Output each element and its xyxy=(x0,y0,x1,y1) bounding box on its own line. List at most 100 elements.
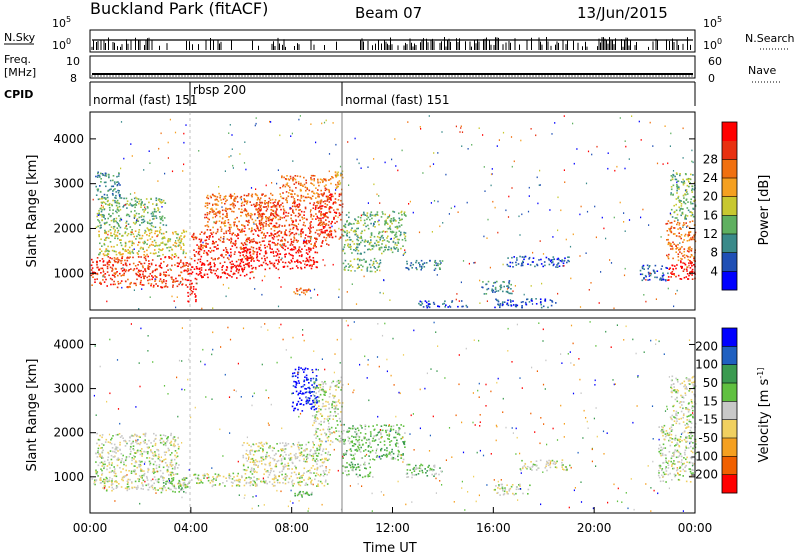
velocity-echo-region xyxy=(405,463,443,479)
nsearch-tick-bottom: 100 xyxy=(703,37,722,52)
nsky-tick-bottom: 100 xyxy=(52,37,71,52)
power-echo-region xyxy=(418,300,469,309)
power-echo-region xyxy=(254,201,331,248)
velocity-ylabel: Slant Range [km] xyxy=(25,359,40,472)
power-colorbar-swatch xyxy=(722,178,737,197)
velocity-echo-region xyxy=(493,483,531,496)
velocity-colorbar-tick: 100 xyxy=(695,358,718,372)
power-ylabel: Slant Range [km] xyxy=(25,155,40,268)
cpid-segment-1: normal (fast) 151 xyxy=(93,93,197,107)
power-colorbar-swatch xyxy=(722,234,737,253)
velocity-echo-region xyxy=(91,476,190,492)
power-echo-region xyxy=(95,197,168,230)
cpid-segment-2: rbsp 200 xyxy=(193,83,246,97)
velocity-colorbar-tick: 200 xyxy=(695,339,718,353)
velocity-ytick-2000: 2000 xyxy=(53,426,84,440)
power-ytick-3000: 3000 xyxy=(53,177,84,191)
power-colorbar-swatch xyxy=(722,159,737,179)
velocity-echo-region xyxy=(669,375,697,425)
nsearch-label: N.Search xyxy=(745,32,795,45)
power-echo-region xyxy=(494,298,557,309)
cpid-label: CPID xyxy=(4,88,33,101)
freq-tick-bottom: 8 xyxy=(70,72,77,85)
power-echo-region xyxy=(667,260,696,281)
power-colorbar-swatch xyxy=(722,140,737,160)
time-xtick: 08:00 xyxy=(274,521,309,535)
velocity-colorbar-swatch xyxy=(722,474,737,494)
nsky-panel: N.Sky 105 100 105 100 N.Search xyxy=(4,15,795,53)
power-echo-region xyxy=(186,277,198,303)
power-colorbar-tick: 16 xyxy=(703,208,718,222)
velocity-echo-region xyxy=(342,423,406,461)
power-colorbar-tick: 8 xyxy=(710,246,718,260)
power-ytick-2000: 2000 xyxy=(53,221,84,235)
velocity-echo-region xyxy=(311,379,344,443)
cpid-segment-3: normal (fast) 151 xyxy=(345,93,449,107)
power-echo-region xyxy=(293,287,311,295)
freq-unit: [MHz] xyxy=(4,66,36,79)
velocity-ytick-4000: 4000 xyxy=(53,337,84,351)
velocity-echo-region xyxy=(241,441,332,474)
power-echo-region xyxy=(405,259,444,271)
power-echo-region xyxy=(95,171,121,199)
station-title: Buckland Park (fitACF) xyxy=(90,0,268,18)
velocity-colorbar-tick: -200 xyxy=(691,468,718,482)
velocity-colorbar-swatch xyxy=(722,456,737,475)
power-colorbar-tick: 4 xyxy=(710,264,718,278)
velocity-colorbar-swatch xyxy=(722,383,737,402)
power-colorbar-tick: 12 xyxy=(703,227,718,241)
time-xtick: 20:00 xyxy=(577,521,612,535)
velocity-echo-region xyxy=(294,490,313,497)
power-colorbar-tick: 20 xyxy=(703,190,718,204)
nsearch-tick-top: 105 xyxy=(703,15,722,30)
time-xlabel: Time UT xyxy=(362,541,416,554)
velocity-colorbar-swatch xyxy=(722,419,737,439)
velocity-echo-region xyxy=(342,461,374,479)
velocity-colorbar-swatch xyxy=(722,346,737,365)
velocity-ytick-1000: 1000 xyxy=(53,470,84,484)
power-echo-region xyxy=(481,280,513,295)
time-xtick: 16:00 xyxy=(476,521,511,535)
velocity-colorbar-tick: -50 xyxy=(698,431,718,445)
power-colorbar-swatch xyxy=(722,196,737,216)
cpid-panel: CPID normal (fast) 151 rbsp 200 normal (… xyxy=(4,81,696,107)
power-colorbar-swatch xyxy=(722,215,737,235)
power-echo-region xyxy=(98,228,188,257)
velocity-panel: 1000 2000 3000 4000 00:00 04:00 08:00 12:00 16:… xyxy=(25,317,772,554)
power-echo-region xyxy=(665,220,697,262)
nsky-tick-top: 105 xyxy=(52,15,71,30)
date-label: 13/Jun/2015 xyxy=(577,4,668,22)
time-xtick: 12:00 xyxy=(375,521,410,535)
beam-label: Beam 07 xyxy=(355,4,422,22)
power-echo-region xyxy=(241,246,319,271)
time-xtick: 04:00 xyxy=(174,521,209,535)
velocity-colorbar-tick: -15 xyxy=(698,413,718,427)
velocity-echo-region xyxy=(160,477,188,494)
velocity-colorbar-swatch xyxy=(722,438,737,457)
power-echo-region xyxy=(342,257,382,273)
power-colorbar-label: Power [dB] xyxy=(757,175,772,246)
velocity-noise xyxy=(93,320,694,512)
freq-tick-top: 10 xyxy=(66,55,80,68)
freq-label: Freq. xyxy=(4,53,31,66)
velocity-colorbar-tick: -100 xyxy=(691,449,718,463)
power-echo-region xyxy=(317,192,344,239)
power-colorbar-tick: 28 xyxy=(703,152,718,166)
freq-panel: Freq. [MHz] 10 8 60 0 Nave xyxy=(4,53,780,85)
power-echo-region xyxy=(342,210,407,255)
velocity-echo-region xyxy=(291,366,319,412)
velocity-colorbar-label: Velocity [m s-1] xyxy=(756,368,772,463)
velocity-colorbar-tick: 50 xyxy=(703,376,718,390)
velocity-echo-region xyxy=(95,432,180,479)
power-panel: 1000 2000 3000 4000 Slant Range [km] 4 8 12 16… xyxy=(25,111,772,311)
power-echo-region xyxy=(90,255,193,289)
power-echo-region xyxy=(329,170,344,195)
power-colorbar-swatch xyxy=(722,122,737,141)
power-colorbar-swatch xyxy=(722,252,737,272)
power-echo-region xyxy=(669,172,697,221)
nsky-label: N.Sky xyxy=(4,31,36,44)
power-noise xyxy=(92,115,694,310)
power-echo-region xyxy=(204,192,281,230)
power-echo-region xyxy=(191,259,255,280)
